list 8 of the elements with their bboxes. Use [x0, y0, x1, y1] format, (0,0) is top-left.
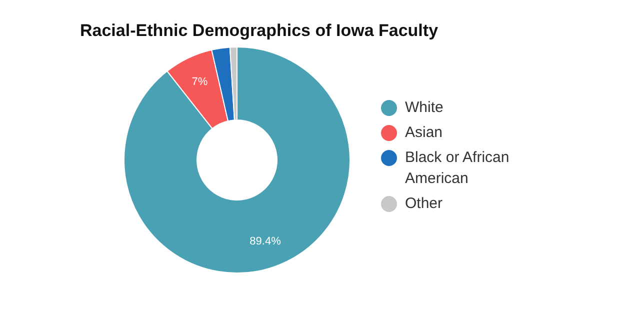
legend-label: Asian [405, 124, 443, 141]
legend-label: Other [405, 194, 443, 212]
data-label: 7% [192, 76, 208, 88]
legend-label: White [405, 98, 444, 116]
data-label: 89.4% [250, 236, 282, 248]
legend-label: Black or African American [405, 148, 510, 187]
chart-title: Racial-Ethnic Demographics of Iowa Faculty [80, 21, 439, 40]
donut-slice [124, 46, 350, 274]
